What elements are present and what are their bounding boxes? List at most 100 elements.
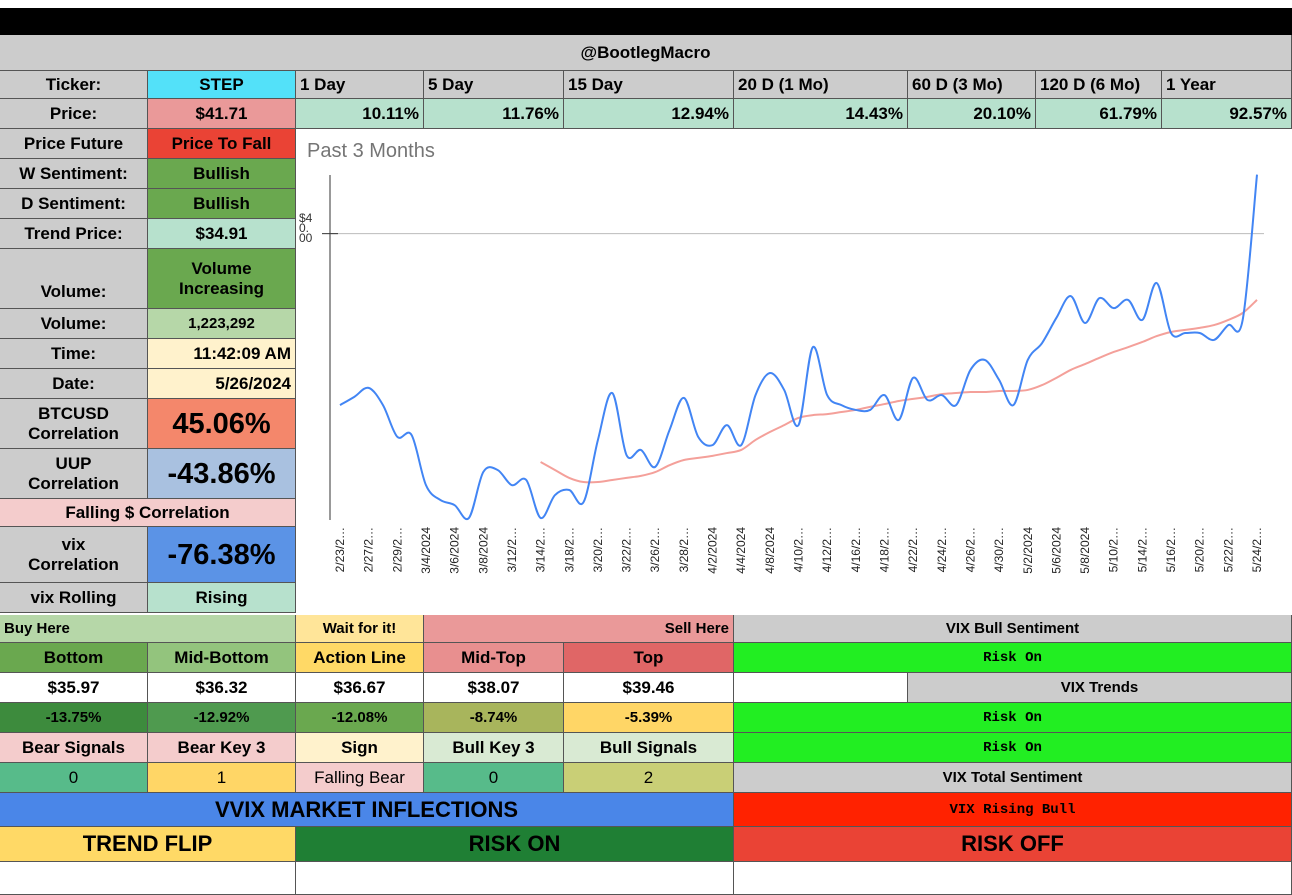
cell-stats-1-1: Bullish bbox=[148, 159, 296, 189]
cell-signals-headers-1: Bear Key 3 bbox=[148, 733, 296, 763]
cell-vix-bull-sentiment-title: VIX Bull Sentiment bbox=[734, 615, 1292, 643]
cell-ticker-symbol: STEP bbox=[148, 71, 296, 99]
cell-stats-6-1: 11:42:09 AM bbox=[148, 339, 296, 369]
cell-zones-levels-2-price: $36.67 bbox=[296, 673, 424, 703]
cell-zones-levels-2-name: Action Line bbox=[296, 643, 424, 673]
x-tick-label: 5/2/2024 bbox=[1021, 527, 1035, 574]
cell-stats-6-0: Time: bbox=[0, 339, 148, 369]
cell-stats-7-1: 5/26/2024 bbox=[148, 369, 296, 399]
x-tick-label: 3/8/2024 bbox=[476, 527, 490, 574]
line-series bbox=[540, 299, 1258, 484]
cell-stats-4-1: Volume Increasing bbox=[148, 249, 296, 309]
x-tick-label: 2/27/2… bbox=[362, 527, 376, 572]
x-tick-label: 4/24/2… bbox=[935, 527, 949, 572]
cell-stats-10-0: vix Correlation bbox=[0, 527, 148, 583]
cell-stats-0-1: Price To Fall bbox=[148, 129, 296, 159]
x-tick-label: 5/14/2… bbox=[1135, 527, 1149, 572]
x-tick-label: 5/24/2… bbox=[1250, 527, 1264, 572]
cell-signals-values-4: 2 bbox=[564, 763, 734, 793]
cell-zones-levels-4-name: Top bbox=[564, 643, 734, 673]
x-tick-label: 4/10/2… bbox=[792, 527, 806, 572]
cell-stats-8-1: 45.06% bbox=[148, 399, 296, 449]
x-tick-label: 5/8/2024 bbox=[1078, 527, 1092, 574]
cell-zones-levels-0-price: $35.97 bbox=[0, 673, 148, 703]
cell-periods-5: 120 D (6 Mo) bbox=[1036, 71, 1162, 99]
cell-zones-levels-0-name: Bottom bbox=[0, 643, 148, 673]
cell-zones-sell: Sell Here bbox=[424, 615, 734, 643]
cell-changes-1: 11.76% bbox=[424, 99, 564, 129]
x-tick-label: 3/20/2… bbox=[591, 527, 605, 572]
x-tick-label: 4/8/2024 bbox=[763, 527, 777, 574]
cell-vvix-columns-1: RISK ON bbox=[296, 827, 734, 862]
line-series bbox=[339, 174, 1258, 521]
cell-signals-headers-2: Sign bbox=[296, 733, 424, 763]
x-tick-label: 4/12/2… bbox=[820, 527, 834, 572]
cell-stats-8-0: BTCUSD Correlation bbox=[0, 399, 148, 449]
cell-zones-levels-1-name: Mid-Bottom bbox=[148, 643, 296, 673]
cell-stats-1-0: W Sentiment: bbox=[0, 159, 148, 189]
cell-zones-levels-1-change: -12.92% bbox=[148, 703, 296, 733]
x-tick-label: 5/10/2… bbox=[1107, 527, 1121, 572]
cell-vix-bull-sentiment: Risk On bbox=[734, 643, 1292, 673]
x-tick-label: 5/6/2024 bbox=[1049, 527, 1063, 574]
cell-stats-2-0: D Sentiment: bbox=[0, 189, 148, 219]
cell-vvix-columns-0: TREND FLIP bbox=[0, 827, 296, 862]
x-tick-label: 3/22/2… bbox=[620, 527, 634, 572]
cell-zones-levels-1-price: $36.32 bbox=[148, 673, 296, 703]
x-tick-label: 4/2/2024 bbox=[706, 527, 720, 574]
y-tick-label: $40.00 bbox=[299, 210, 313, 245]
x-tick-label: 4/22/2… bbox=[906, 527, 920, 572]
cell-zones-levels-3-name: Mid-Top bbox=[424, 643, 564, 673]
cell-zones-levels-0-change: -13.75% bbox=[0, 703, 148, 733]
x-tick-label: 3/12/2… bbox=[505, 527, 519, 572]
empty-cell bbox=[0, 862, 296, 895]
x-tick-label: 4/30/2… bbox=[992, 527, 1006, 572]
cell-zones-levels-4-change: -5.39% bbox=[564, 703, 734, 733]
x-tick-label: 3/14/2… bbox=[534, 527, 548, 572]
x-tick-label: 5/16/2… bbox=[1164, 527, 1178, 572]
cell-stats-5-0: Volume: bbox=[0, 309, 148, 339]
chart-title: Past 3 Months bbox=[307, 140, 435, 162]
x-tick-label: 5/22/2… bbox=[1221, 527, 1235, 572]
cell-stats-11-0: vix Rolling bbox=[0, 583, 148, 613]
cell-signals-values-2: Falling Bear bbox=[296, 763, 424, 793]
x-tick-label: 3/6/2024 bbox=[448, 527, 462, 574]
cell-signals-headers-4: Bull Signals bbox=[564, 733, 734, 763]
cell-periods-6: 1 Year bbox=[1162, 71, 1292, 99]
cell-price-label: Price: bbox=[0, 99, 148, 129]
x-tick-label: 3/4/2024 bbox=[419, 527, 433, 574]
x-tick-label: 3/28/2… bbox=[677, 527, 691, 572]
x-tick-label: 2/29/2… bbox=[390, 527, 404, 572]
cell-periods-0: 1 Day bbox=[296, 71, 424, 99]
x-tick-label: 4/26/2… bbox=[963, 527, 977, 572]
empty-cell bbox=[734, 862, 1292, 895]
cell-zones-levels-4-price: $39.46 bbox=[564, 673, 734, 703]
cell-stats-3-1: $34.91 bbox=[148, 219, 296, 249]
x-tick-label: 4/16/2… bbox=[849, 527, 863, 572]
cell-price-value: $41.71 bbox=[148, 99, 296, 129]
cell-zones-levels-3-price: $38.07 bbox=[424, 673, 564, 703]
cell-changes-6: 92.57% bbox=[1162, 99, 1292, 129]
cell-vix-total-title: VIX Total Sentiment bbox=[734, 763, 1292, 793]
cell-stats-0-0: Price Future bbox=[0, 129, 148, 159]
cell-vvix-columns-2: RISK OFF bbox=[734, 827, 1292, 862]
cell-periods-3: 20 D (1 Mo) bbox=[734, 71, 908, 99]
cell-changes-2: 12.94% bbox=[564, 99, 734, 129]
cell-periods-2: 15 Day bbox=[564, 71, 734, 99]
cell-signals-headers-3: Bull Key 3 bbox=[424, 733, 564, 763]
cell-signals-values-1: 1 bbox=[148, 763, 296, 793]
cell-vix-trends-1: Risk On bbox=[734, 733, 1292, 763]
cell-stats-11-1: Rising bbox=[148, 583, 296, 613]
price-chart: Past 3 Months 2/23/2… 2/27/2… 2/29/2… 3/4/2… bbox=[298, 129, 1292, 613]
cell-periods-1: 5 Day bbox=[424, 71, 564, 99]
x-tick-label: 2/23/2… bbox=[333, 527, 347, 572]
cell-signals-values-0: 0 bbox=[0, 763, 148, 793]
cell-zones-levels-2-change: -12.08% bbox=[296, 703, 424, 733]
cell-stats-7-0: Date: bbox=[0, 369, 148, 399]
x-tick-label: 3/18/2… bbox=[562, 527, 576, 572]
cell-vvix-title: VVIX MARKET INFLECTIONS bbox=[0, 793, 734, 827]
cell-vix-trends-title: VIX Trends bbox=[908, 673, 1292, 703]
x-tick-label: 5/20/2… bbox=[1193, 527, 1207, 572]
cell-stats-9-1: -43.86% bbox=[148, 449, 296, 499]
